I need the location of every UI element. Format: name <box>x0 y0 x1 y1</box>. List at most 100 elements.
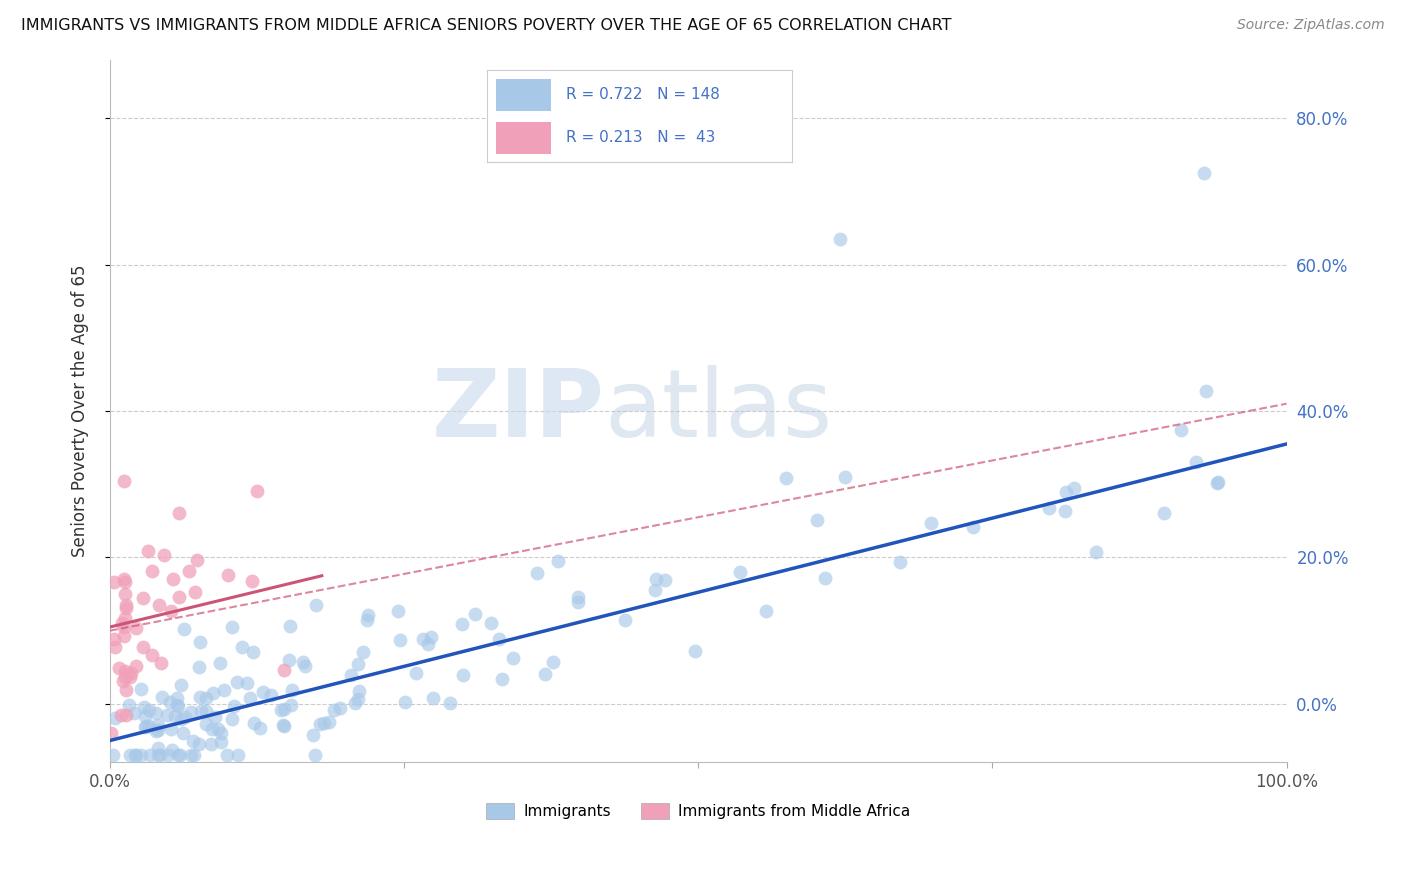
Point <box>534 666 557 681</box>
Point <box>124 748 146 763</box>
Point <box>166 698 188 713</box>
Point <box>209 735 232 749</box>
Point <box>115 683 138 698</box>
Point <box>148 718 170 732</box>
Point <box>209 725 232 739</box>
Point <box>110 708 132 723</box>
Point <box>112 620 135 634</box>
Point <box>148 741 170 756</box>
Point <box>541 655 564 669</box>
Point <box>101 748 124 763</box>
Point <box>162 572 184 586</box>
Point <box>190 704 212 718</box>
Point <box>132 591 155 605</box>
Point <box>1084 545 1107 559</box>
Point <box>180 748 202 763</box>
Point <box>318 715 340 730</box>
Point <box>118 698 141 712</box>
Point <box>252 685 274 699</box>
Point <box>167 507 190 521</box>
Point <box>163 709 186 723</box>
Point <box>201 723 224 737</box>
Point <box>190 635 212 649</box>
Point <box>228 748 250 763</box>
Point <box>270 703 292 717</box>
Point <box>112 628 135 642</box>
Point <box>547 554 569 568</box>
Point <box>260 688 283 702</box>
Point <box>491 672 513 686</box>
Point <box>280 698 302 712</box>
Point <box>614 614 637 628</box>
Point <box>1038 501 1060 516</box>
Point <box>159 695 181 709</box>
Point <box>347 657 370 671</box>
Point <box>134 708 156 723</box>
Point <box>125 748 148 763</box>
Point <box>145 724 167 739</box>
Point <box>389 633 412 648</box>
Point <box>224 698 246 713</box>
Point <box>271 717 294 731</box>
Point <box>125 659 148 673</box>
Point <box>814 571 837 585</box>
Point <box>273 702 295 716</box>
Point <box>177 564 200 578</box>
Point <box>1185 455 1208 469</box>
Point <box>281 683 304 698</box>
Point <box>167 590 190 604</box>
Point <box>138 718 160 732</box>
Point <box>464 607 486 621</box>
Point <box>207 722 229 736</box>
Point <box>834 470 856 484</box>
Point <box>308 717 330 731</box>
Point <box>225 675 247 690</box>
Point <box>1054 485 1077 500</box>
Point <box>502 651 524 665</box>
Point <box>249 721 271 735</box>
Point <box>302 728 325 742</box>
Point <box>1194 166 1216 180</box>
Point <box>115 599 138 613</box>
Point <box>104 711 127 725</box>
Legend: Immigrants, Immigrants from Middle Africa: Immigrants, Immigrants from Middle Afric… <box>481 797 917 825</box>
Point <box>145 706 167 720</box>
Point <box>243 716 266 731</box>
Point <box>278 653 301 667</box>
Point <box>150 690 173 705</box>
Point <box>1195 384 1218 398</box>
Point <box>111 615 134 630</box>
Point <box>1054 504 1077 518</box>
Point <box>187 737 209 751</box>
Point <box>114 575 136 590</box>
Point <box>292 655 315 669</box>
Point <box>122 706 145 721</box>
Point <box>412 632 434 646</box>
Point <box>141 564 163 578</box>
Point <box>356 607 378 622</box>
Point <box>488 632 510 646</box>
Point <box>112 572 135 586</box>
Point <box>169 748 191 763</box>
Point <box>236 676 259 690</box>
Point <box>231 640 253 655</box>
Point <box>141 648 163 662</box>
Point <box>201 685 224 699</box>
Point <box>394 695 416 709</box>
Point <box>683 644 706 658</box>
Point <box>125 621 148 635</box>
Point <box>422 691 444 706</box>
Point <box>104 640 127 654</box>
Point <box>103 575 125 590</box>
Point <box>136 543 159 558</box>
Point <box>240 574 263 588</box>
Point <box>273 718 295 732</box>
Point <box>273 663 295 677</box>
Point <box>322 703 344 717</box>
Point <box>114 670 136 684</box>
Point <box>1153 506 1175 520</box>
Point <box>340 667 363 681</box>
Text: IMMIGRANTS VS IMMIGRANTS FROM MIDDLE AFRICA SENIORS POVERTY OVER THE AGE OF 65 C: IMMIGRANTS VS IMMIGRANTS FROM MIDDLE AFR… <box>21 18 952 33</box>
Point <box>416 637 439 651</box>
Point <box>160 722 183 736</box>
